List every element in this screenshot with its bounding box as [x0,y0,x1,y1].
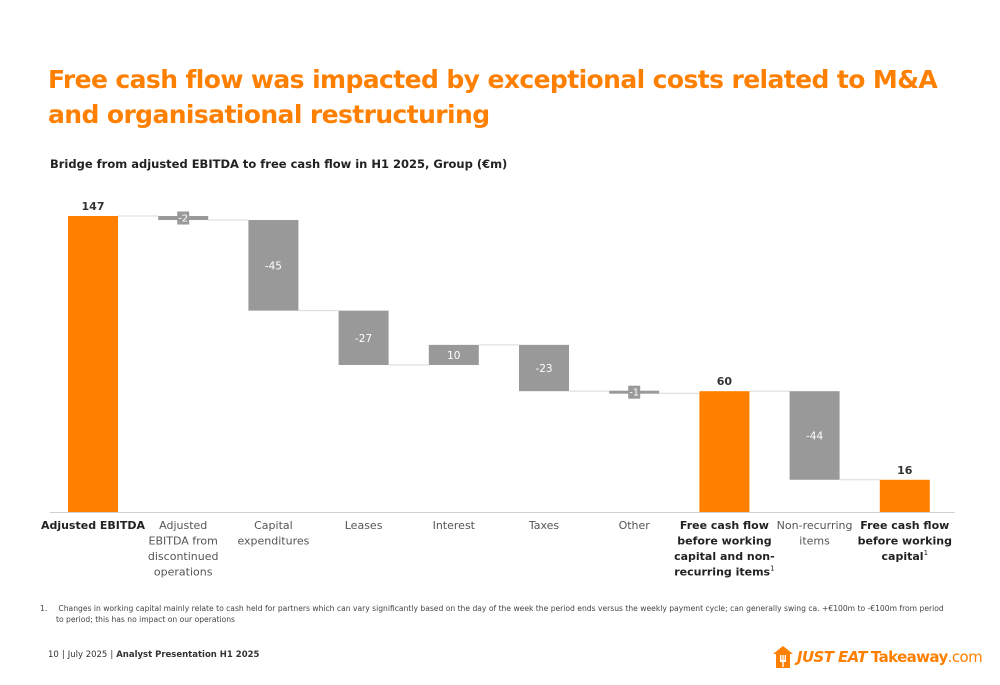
page-title: Free cash flow was impacted by exception… [48,65,938,129]
category-label: Other [619,519,651,532]
category-label: Interest [433,519,476,532]
value-label: 10 [447,350,460,362]
category-label: Capital expenditures [237,519,309,548]
chart-subtitle: Bridge from adjusted EBITDA to free cash… [50,157,508,171]
value-label: -45 [265,260,282,272]
delta-bar [248,220,299,311]
value-label: 147 [82,200,105,213]
value-label: -23 [535,363,552,375]
category-label: Taxes [528,519,560,532]
footer-date: July 2025 [67,650,108,660]
footnote-number: 1. [40,604,48,613]
logo-text-com: .com [947,648,983,666]
value-label: -2 [178,214,188,225]
footnote-text: Changes in working capital mainly relate… [56,604,944,624]
page-number: 10 [48,650,59,660]
footer: 10 | July 2025 | Analyst Presentation H1 202… [48,650,260,660]
footnote: 1. Changes in working capital mainly rel… [40,603,953,625]
house-fork-logo-icon [773,646,793,668]
company-logo: JUST EAT Takeaway.com [772,644,983,670]
total-bar [699,391,750,512]
logo-text-just-eat: JUST EAT [797,648,867,666]
delta-bar [519,344,569,392]
value-label: -27 [355,333,372,345]
value-label-box [177,211,190,225]
delta-bar [789,391,840,480]
waterfall-chart: 147 -2 -45 -27 10 -23 -1 60 -44 16 Adjusted EBITDA… [41,200,955,579]
footnote-reference: 1 [770,565,774,573]
category-label: Free cash flow before working capital and … [674,519,775,579]
total-bar [68,216,118,512]
category-label: Non-recurring items [777,519,853,548]
logo-text-takeaway: Takeaway [870,648,948,666]
category-label: Adjusted EBITDA from discontinued operation… [148,519,219,579]
value-label-box [628,385,641,399]
delta-bar [428,344,479,366]
footnote-reference: 1 [924,549,928,557]
value-label: -1 [629,388,639,399]
category-label: Leases [345,519,383,532]
delta-bar [338,310,389,366]
value-label: 16 [897,464,913,477]
category-label: Free cash flow before working capital1 [858,519,952,563]
value-label: 60 [717,375,733,388]
category-label: Adjusted EBITDA [41,519,146,532]
presentation-name: Analyst Presentation H1 2025 [116,650,260,660]
value-label: -44 [806,430,823,442]
total-bar [879,479,930,512]
